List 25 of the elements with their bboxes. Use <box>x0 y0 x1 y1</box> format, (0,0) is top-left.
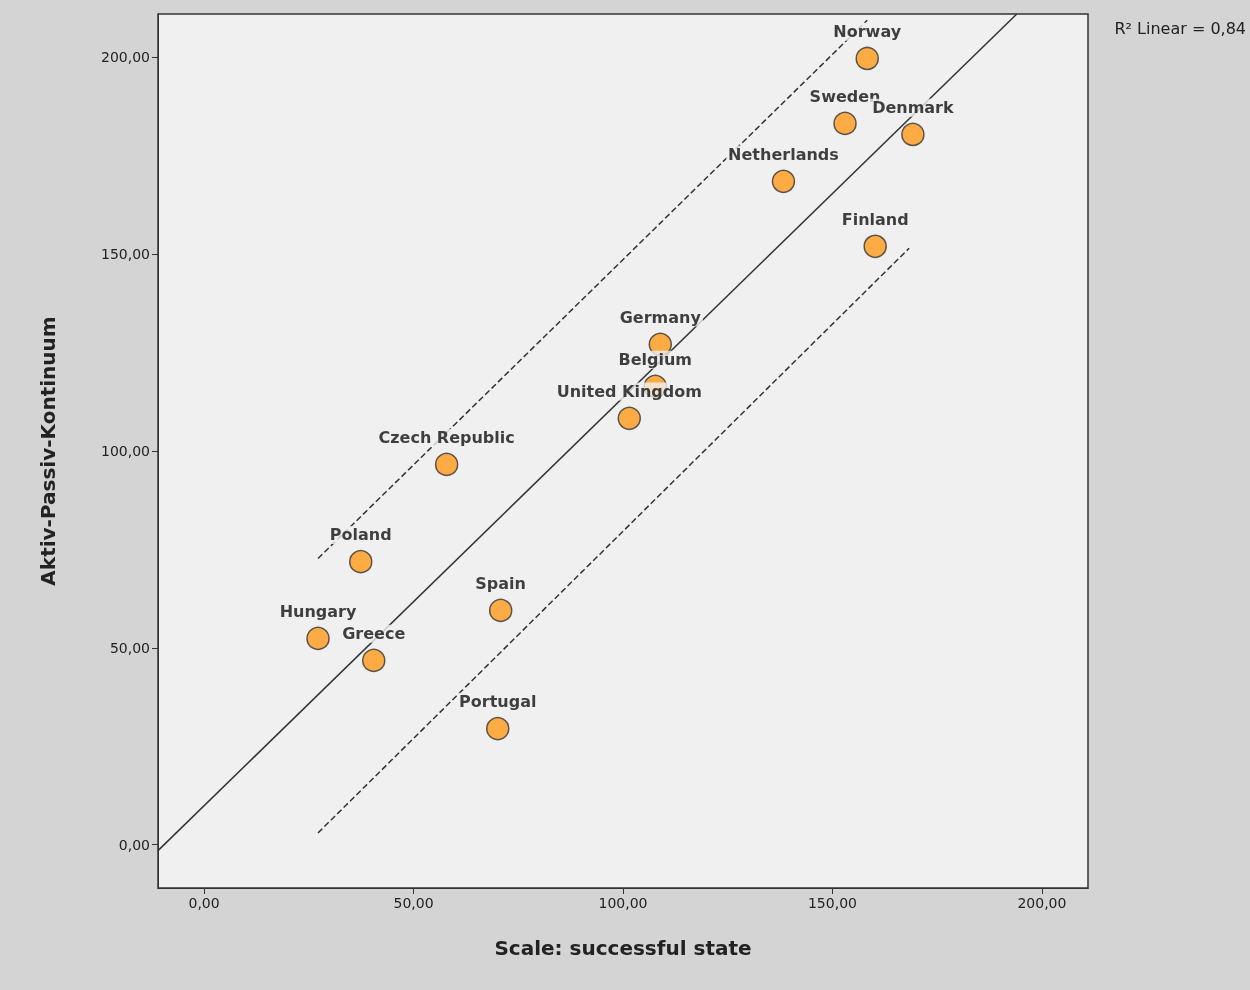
data-label: Greece <box>342 624 406 644</box>
data-label: Finland <box>841 210 909 230</box>
y-tick-label: 0,00 <box>118 836 150 853</box>
data-label: Netherlands <box>728 145 839 165</box>
data-label: Hungary <box>279 602 357 622</box>
x-axis-title: Scale: successful state <box>494 936 752 960</box>
data-label: Czech Republic <box>378 428 515 448</box>
y-tick-label: 100,00 <box>101 443 150 459</box>
x-tick-label: 50,00 <box>393 895 434 911</box>
data-label: Belgium <box>618 350 693 370</box>
data-label: Spain <box>475 574 526 594</box>
data-label: Poland <box>329 525 392 545</box>
y-tick-label: 50,00 <box>109 639 150 656</box>
data-label: Norway <box>833 22 902 42</box>
y-tick-label: 200,00 <box>101 49 150 66</box>
x-tick-label: 150,00 <box>807 895 857 911</box>
data-label: United Kingdom <box>556 382 702 402</box>
y-tick-label: 150,00 <box>101 246 150 263</box>
x-tick-label: 0,00 <box>188 895 220 911</box>
y-axis-title: Aktiv-Passiv-Kontinuum <box>36 316 60 586</box>
x-tick-label: 100,00 <box>598 895 648 911</box>
text: R² Linear = 0,84 <box>1114 18 1246 38</box>
data-label: Portugal <box>459 692 537 712</box>
x-tick-label: 200,00 <box>1017 895 1067 911</box>
data-label: Germany <box>619 308 702 328</box>
